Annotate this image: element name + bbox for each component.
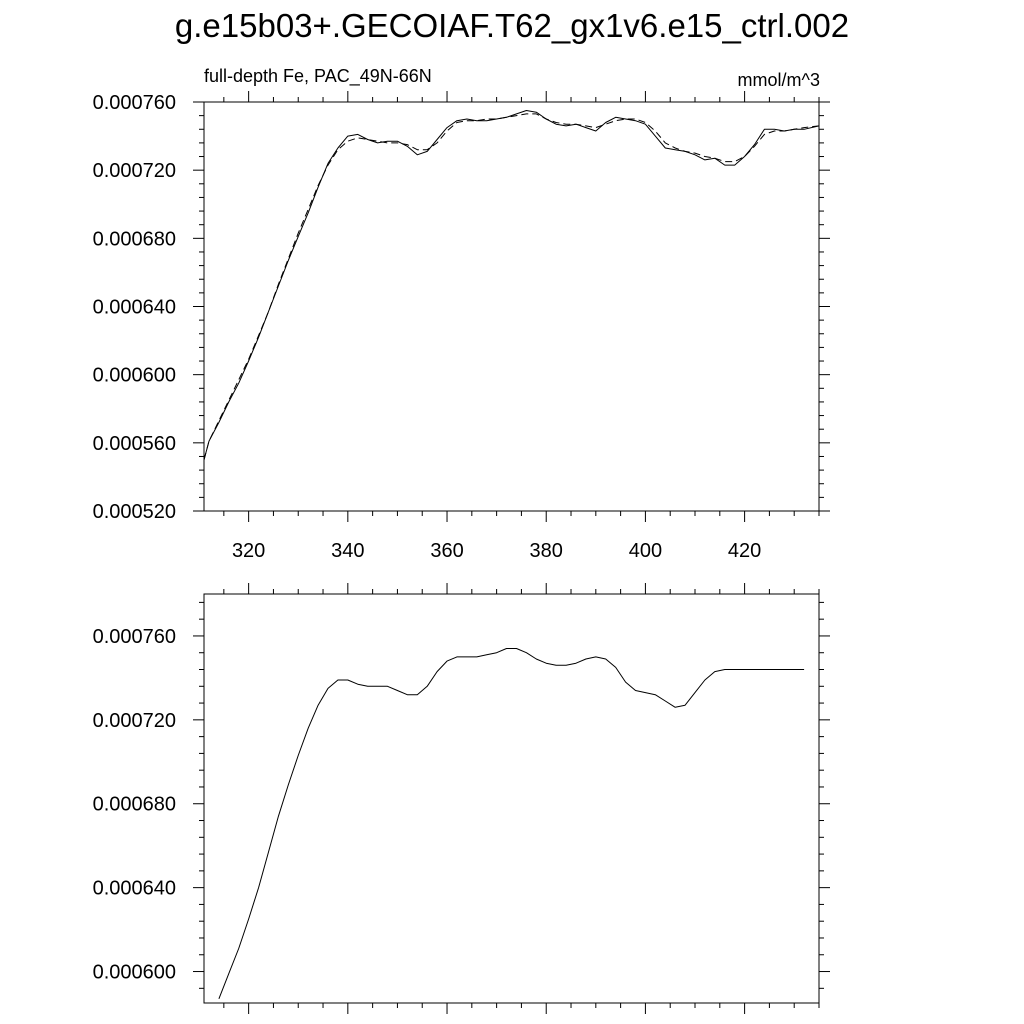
page-title: g.e15b03+.GECOIAF.T62_gx1v6.e15_ctrl.002 bbox=[174, 7, 850, 44]
chart1-y-tick-label: 0.000760 bbox=[93, 92, 176, 114]
chart1-x-tick-label: 320 bbox=[232, 540, 265, 562]
units-label: mmol/m^3 bbox=[737, 70, 820, 90]
chart1-x-tick-label: 360 bbox=[430, 540, 463, 562]
chart1-x-tick-label: 340 bbox=[331, 540, 364, 562]
chart1-series-line-dashed bbox=[203, 113, 820, 461]
chart2-y-tick-label: 0.000720 bbox=[93, 710, 176, 732]
chart1-series-line-solid bbox=[203, 110, 820, 461]
chart1-y-tick-label: 0.000720 bbox=[93, 160, 176, 182]
chart1-x-tick-label: 400 bbox=[629, 540, 662, 562]
chart2-y-tick-label: 0.000640 bbox=[93, 878, 176, 900]
chart2-y-tick-label: 0.000760 bbox=[93, 626, 176, 648]
chart1-y-tick-label: 0.000520 bbox=[93, 501, 176, 523]
chart1-y-tick-label: 0.000560 bbox=[93, 433, 176, 455]
chart-title: full-depth Fe, PAC_49N-66N bbox=[204, 66, 432, 86]
chart2-series-line-solid bbox=[218, 648, 805, 999]
chart1-y-tick-label: 0.000680 bbox=[93, 228, 176, 250]
chart2-y-tick-label: 0.000680 bbox=[93, 794, 176, 816]
chart2-y-tick-label: 0.000600 bbox=[93, 962, 176, 984]
chart1-y-tick-label: 0.000640 bbox=[93, 297, 176, 319]
chart1-x-tick-label: 420 bbox=[728, 540, 761, 562]
chart2-plot-frame bbox=[203, 593, 820, 1004]
chart1-y-tick-label: 0.000600 bbox=[93, 365, 176, 387]
chart1-x-tick-label: 380 bbox=[530, 540, 563, 562]
chart1-plot-frame bbox=[203, 101, 820, 512]
